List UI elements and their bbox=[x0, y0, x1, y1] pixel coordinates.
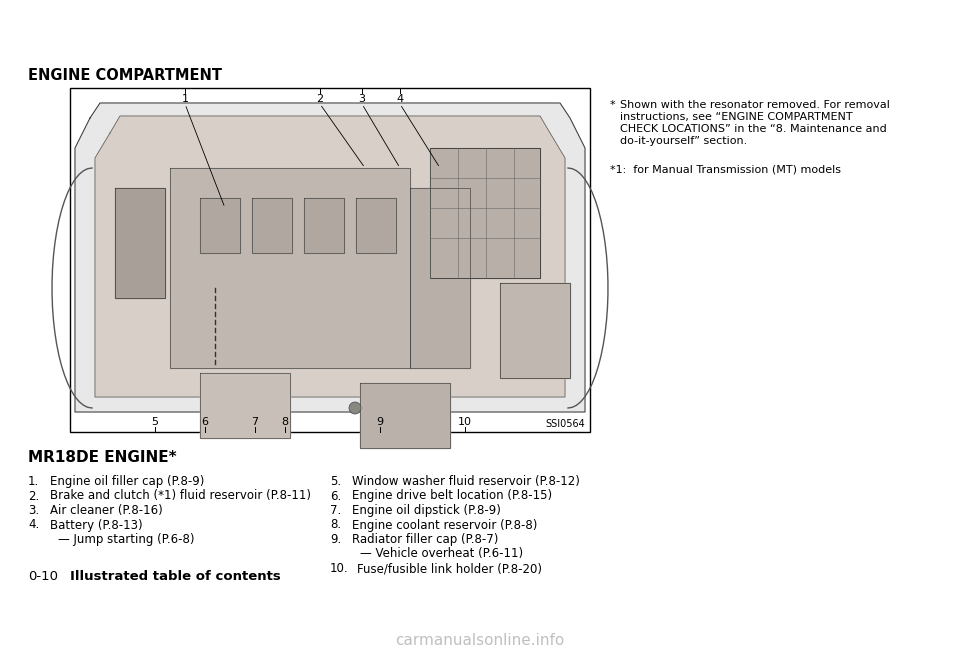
Text: Engine coolant reservoir (P.8-8): Engine coolant reservoir (P.8-8) bbox=[352, 519, 538, 531]
Polygon shape bbox=[252, 198, 292, 253]
Text: 9.: 9. bbox=[330, 533, 341, 546]
Polygon shape bbox=[170, 168, 410, 368]
Text: SSI0564: SSI0564 bbox=[545, 419, 585, 429]
Text: ENGINE COMPARTMENT: ENGINE COMPARTMENT bbox=[28, 68, 222, 83]
Text: 8.: 8. bbox=[330, 519, 341, 531]
Polygon shape bbox=[430, 148, 540, 278]
Text: carmanualsonline.info: carmanualsonline.info bbox=[396, 633, 564, 648]
Text: 2.: 2. bbox=[28, 489, 39, 503]
Text: do-it-yourself” section.: do-it-yourself” section. bbox=[620, 136, 747, 146]
Text: 7.: 7. bbox=[330, 504, 341, 517]
Text: 10: 10 bbox=[458, 417, 472, 427]
Text: 7: 7 bbox=[252, 417, 258, 427]
Polygon shape bbox=[356, 198, 396, 253]
Text: Window washer fluid reservoir (P.8-12): Window washer fluid reservoir (P.8-12) bbox=[352, 475, 580, 488]
Polygon shape bbox=[115, 188, 165, 298]
Text: 4.: 4. bbox=[28, 519, 39, 531]
Text: 2: 2 bbox=[317, 94, 324, 104]
Text: Shown with the resonator removed. For removal: Shown with the resonator removed. For re… bbox=[620, 100, 890, 110]
Text: instructions, see “ENGINE COMPARTMENT: instructions, see “ENGINE COMPARTMENT bbox=[620, 112, 852, 122]
Polygon shape bbox=[75, 103, 585, 412]
Text: 1.: 1. bbox=[28, 475, 39, 488]
Polygon shape bbox=[304, 198, 344, 253]
Polygon shape bbox=[95, 116, 565, 397]
Text: Fuse/fusible link holder (P.8-20): Fuse/fusible link holder (P.8-20) bbox=[357, 562, 542, 575]
Text: 8: 8 bbox=[281, 417, 289, 427]
Text: *1:  for Manual Transmission (MT) models: *1: for Manual Transmission (MT) models bbox=[610, 165, 841, 175]
Text: Air cleaner (P.8-16): Air cleaner (P.8-16) bbox=[50, 504, 163, 517]
Bar bbox=[70, 88, 590, 432]
Text: Battery (P.8-13): Battery (P.8-13) bbox=[50, 519, 143, 531]
Text: 6: 6 bbox=[202, 417, 208, 427]
Text: 4: 4 bbox=[396, 94, 403, 104]
Text: 10.: 10. bbox=[330, 562, 348, 575]
Text: 5: 5 bbox=[152, 417, 158, 427]
Text: — Jump starting (P.6-8): — Jump starting (P.6-8) bbox=[58, 533, 195, 546]
Text: 0-10: 0-10 bbox=[28, 570, 58, 583]
Text: *: * bbox=[610, 100, 615, 110]
Text: Brake and clutch (*1) fluid reservoir (P.8-11): Brake and clutch (*1) fluid reservoir (P… bbox=[50, 489, 311, 503]
Text: Engine oil dipstick (P.8-9): Engine oil dipstick (P.8-9) bbox=[352, 504, 501, 517]
Polygon shape bbox=[500, 283, 570, 378]
Text: 1: 1 bbox=[181, 94, 188, 104]
Text: Illustrated table of contents: Illustrated table of contents bbox=[70, 570, 280, 583]
Text: — Vehicle overheat (P.6-11): — Vehicle overheat (P.6-11) bbox=[360, 548, 523, 560]
Text: MR18DE ENGINE*: MR18DE ENGINE* bbox=[28, 450, 177, 465]
Polygon shape bbox=[360, 383, 450, 448]
Text: Engine drive belt location (P.8-15): Engine drive belt location (P.8-15) bbox=[352, 489, 552, 503]
Text: 3: 3 bbox=[358, 94, 366, 104]
Polygon shape bbox=[200, 198, 240, 253]
Text: Radiator filler cap (P.8-7): Radiator filler cap (P.8-7) bbox=[352, 533, 498, 546]
Text: CHECK LOCATIONS” in the “8. Maintenance and: CHECK LOCATIONS” in the “8. Maintenance … bbox=[620, 124, 887, 134]
Polygon shape bbox=[410, 188, 470, 368]
Polygon shape bbox=[200, 373, 290, 438]
Text: 6.: 6. bbox=[330, 489, 341, 503]
Text: Engine oil filler cap (P.8-9): Engine oil filler cap (P.8-9) bbox=[50, 475, 204, 488]
Text: 9: 9 bbox=[376, 417, 384, 427]
Circle shape bbox=[349, 402, 361, 414]
Text: 3.: 3. bbox=[28, 504, 39, 517]
Text: 5.: 5. bbox=[330, 475, 341, 488]
